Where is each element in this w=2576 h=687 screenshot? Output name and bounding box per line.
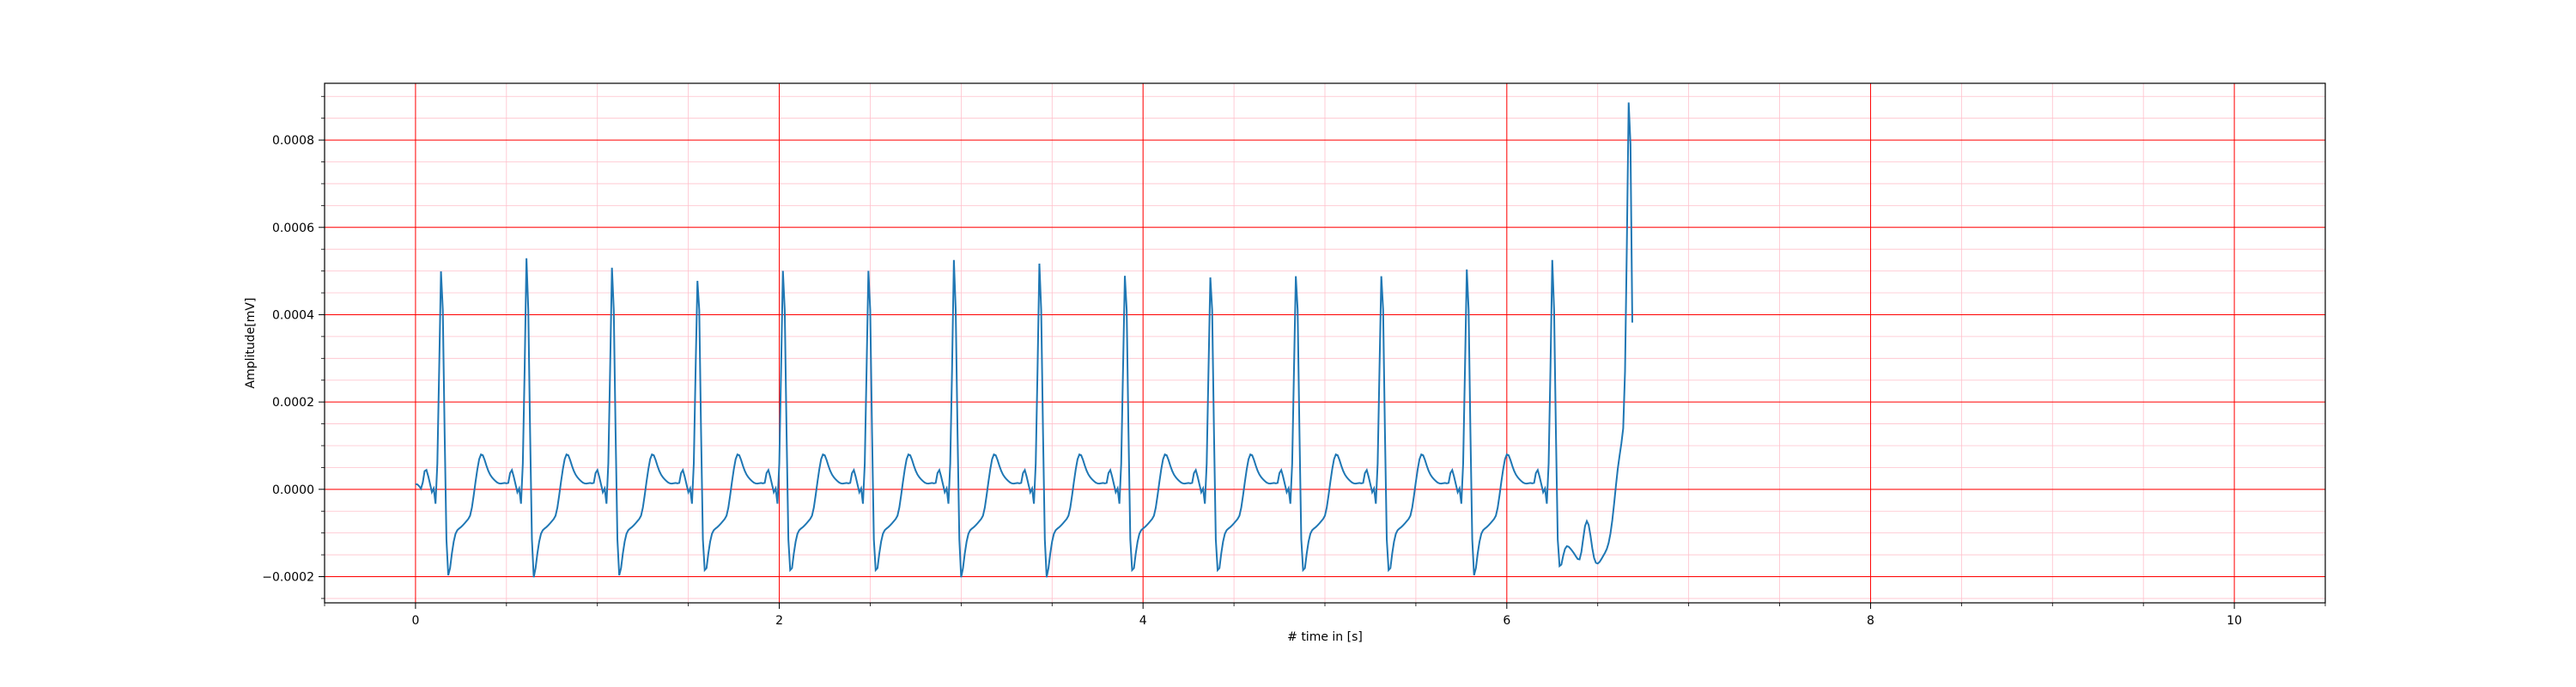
x-axis-ticks: 0 2 4 6 8 10 (324, 603, 2326, 628)
x-tick-label: 4 (1139, 614, 1147, 628)
y-axis-label: Amplitude[mV] (244, 298, 258, 389)
y-tick-label: 0.0006 (272, 222, 314, 235)
x-tick-label: 6 (1503, 614, 1510, 628)
major-grid (325, 83, 2325, 603)
x-tick-label: 0 (411, 614, 419, 628)
y-tick-label: −0.0002 (262, 570, 314, 584)
x-tick-label: 2 (775, 614, 783, 628)
x-tick-label: 8 (1867, 614, 1874, 628)
y-tick-label: 0.0008 (272, 134, 314, 148)
y-tick-label: 0.0004 (272, 308, 314, 322)
x-tick-label: 10 (2227, 614, 2242, 628)
y-axis-ticks: −0.0002 0.0000 0.0002 0.0004 0.0006 0.0008 (262, 95, 325, 599)
y-tick-label: 0.0002 (272, 396, 314, 410)
minor-grid (325, 83, 2325, 603)
series-line (415, 102, 1633, 578)
x-axis-label: # time in [s] (1287, 630, 1363, 644)
y-tick-label: 0.0000 (272, 483, 314, 497)
